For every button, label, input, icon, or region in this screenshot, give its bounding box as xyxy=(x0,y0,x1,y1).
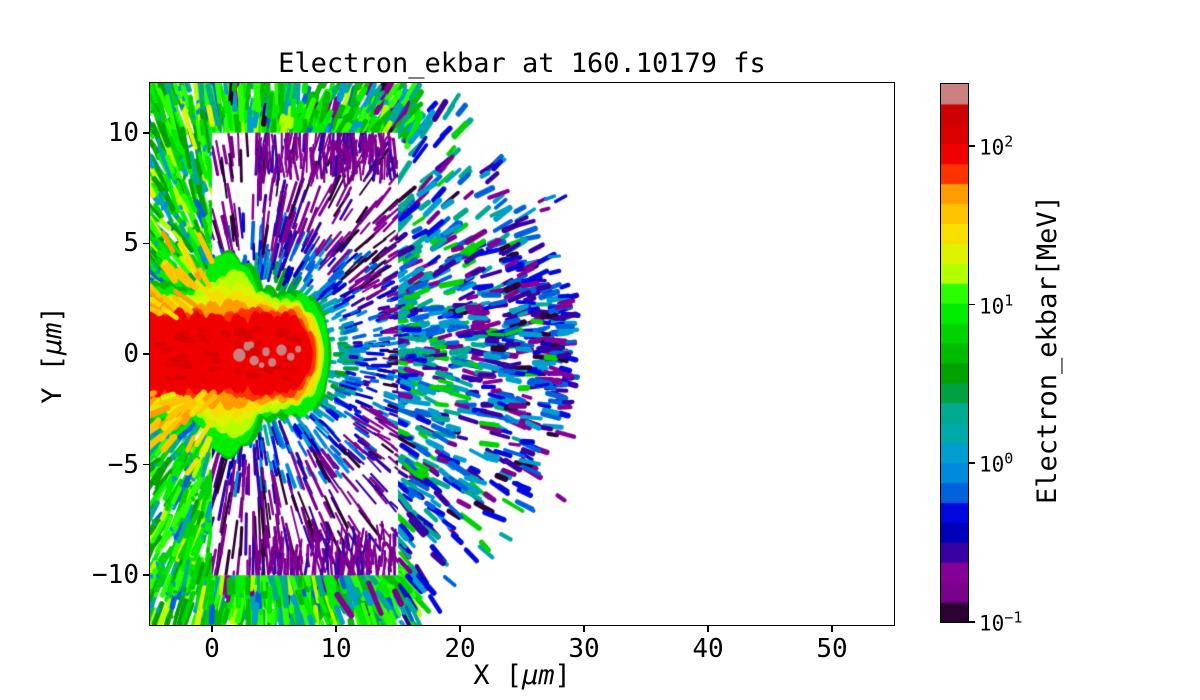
y-tick xyxy=(143,242,150,245)
y-tick xyxy=(143,131,150,134)
y-tick xyxy=(143,353,150,355)
x-tick-label: 0 xyxy=(204,634,220,664)
colorbar xyxy=(940,83,969,623)
colorbar-tick-label: 102 xyxy=(979,132,1014,160)
x-axis-label: X [μm] xyxy=(473,660,571,691)
x-tick xyxy=(583,625,585,632)
colorbar-label: Electron_ekbar[MeV] xyxy=(1032,195,1063,504)
x-tick xyxy=(211,625,213,632)
colorbar-tick xyxy=(969,303,975,306)
y-tick xyxy=(143,463,150,466)
y-tick-label: 5 xyxy=(123,228,139,259)
x-tick-label: 30 xyxy=(568,634,600,664)
y-tick-label: 0 xyxy=(123,339,139,369)
y-tick-label: −5 xyxy=(107,449,139,480)
x-tick xyxy=(831,625,833,632)
colorbar-tick xyxy=(969,462,975,465)
y-tick-label: −10 xyxy=(92,560,139,591)
x-tick xyxy=(707,625,709,632)
y-tick-label: 10 xyxy=(107,117,139,148)
colorbar-tick-label: 10−1 xyxy=(979,608,1023,636)
x-tick-label: 20 xyxy=(444,634,476,664)
plot-area xyxy=(149,82,895,626)
x-tick xyxy=(459,625,461,632)
x-tick-label: 10 xyxy=(320,634,352,664)
x-tick-label: 40 xyxy=(692,634,724,664)
colorbar-canvas xyxy=(941,84,968,622)
colorbar-tick-label: 100 xyxy=(979,449,1014,477)
x-tick xyxy=(335,625,337,632)
plot-title: Electron_ekbar at 160.10179 fs xyxy=(278,48,766,79)
colorbar-tick-label: 101 xyxy=(979,291,1014,319)
heatmap-canvas xyxy=(150,83,894,625)
x-tick-label: 50 xyxy=(816,634,848,664)
colorbar-tick xyxy=(969,144,975,147)
colorbar-tick xyxy=(969,621,975,623)
y-tick xyxy=(143,574,150,577)
